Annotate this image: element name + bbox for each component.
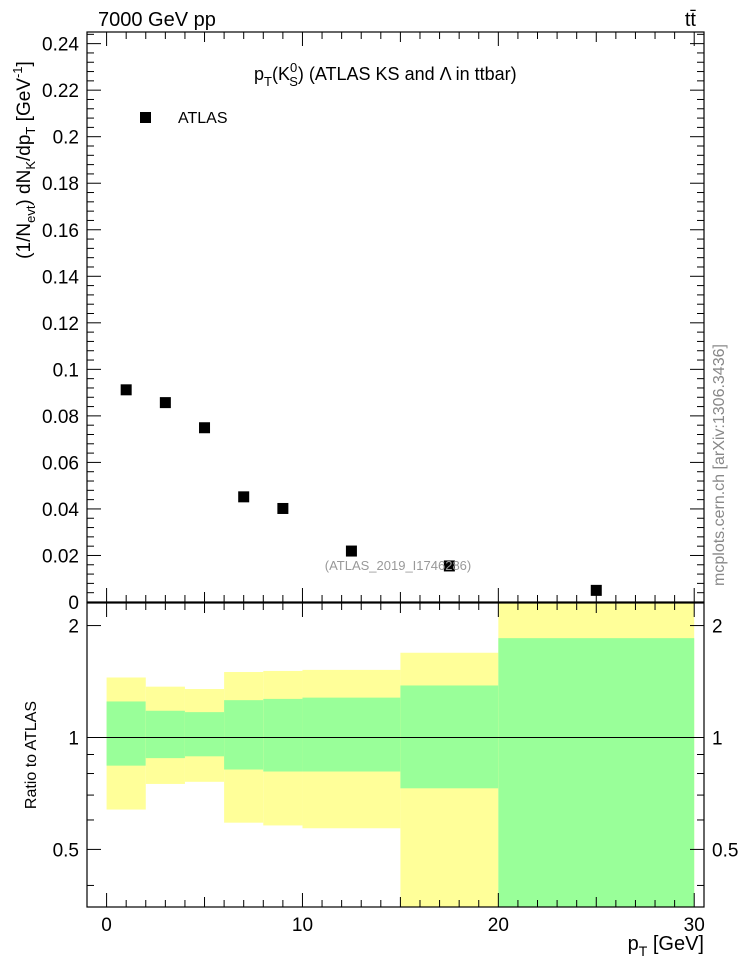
top-y-tick-label: 0.18 xyxy=(42,174,79,195)
title-sub2: S xyxy=(289,74,298,89)
green-band-bin xyxy=(145,710,185,759)
top-y-tick-label: 0.14 xyxy=(42,267,79,288)
title-paren: (K xyxy=(272,64,290,84)
plot-title: pT(K0 S) (ATLAS KS and Λ in ttbar) xyxy=(254,60,517,89)
title-main: p xyxy=(254,64,264,84)
ratio-y-tick-label-right: 2 xyxy=(712,617,723,638)
legend-label: ATLAS xyxy=(178,110,228,127)
title-rest: ) (ATLAS KS and Λ in ttbar) xyxy=(298,64,517,84)
bottom-y-axis-ticks: 0.5 0.5 1 1 2 2 xyxy=(53,617,738,886)
side-source-label: mcplots.cern.ch [arXiv:1306.3436] xyxy=(711,344,728,586)
green-band-bin xyxy=(498,638,695,907)
top-y-tick-label: 0.02 xyxy=(42,546,79,567)
atlas-data-point xyxy=(159,397,171,409)
top-y-tick-label: 0.06 xyxy=(42,453,79,474)
atlas-data-point xyxy=(590,584,602,596)
atlas-data-point xyxy=(277,502,289,514)
header-energy-label: 7000 GeV pp xyxy=(98,9,216,31)
top-y-tick-label: 0.22 xyxy=(42,81,79,102)
green-band-bin xyxy=(400,685,499,789)
x-tick-label: 30 xyxy=(684,915,705,936)
ratio-y-tick-label-right: 1 xyxy=(712,728,723,749)
bottom-y-axis-title: Ratio to ATLAS xyxy=(23,701,40,809)
legend-marker xyxy=(140,112,151,123)
atlas-data-point xyxy=(199,422,211,434)
top-x-axis-ticks xyxy=(106,32,695,602)
atlas-data-point xyxy=(238,491,250,503)
x-axis-title: pT [GeV] xyxy=(628,933,704,959)
green-band-bin xyxy=(184,712,225,757)
ratio-y-tick-label: 2 xyxy=(68,617,79,638)
top-y-tick-label: 0.04 xyxy=(42,500,79,521)
x-tick-label: 0 xyxy=(101,915,112,936)
green-band-bin xyxy=(302,697,401,772)
analysis-watermark: (ATLAS_2019_I1746286) xyxy=(325,558,471,573)
x-tick-label: 10 xyxy=(292,915,313,936)
title-sup: 0 xyxy=(290,60,297,75)
atlas-data-point xyxy=(345,545,357,557)
green-band-bin xyxy=(263,698,303,772)
ratio-y-tick-label-right: 0.5 xyxy=(712,840,738,861)
top-data-points xyxy=(120,384,602,596)
top-y-tick-label: 0.16 xyxy=(42,221,79,242)
top-y-axis-ticks: 0 0.02 0.04 0.06 0.08 0.1 0.12 0.14 0.16 0.18 0.2 0… xyxy=(42,33,704,614)
top-plot-frame xyxy=(86,31,705,603)
bottom-x-axis-ticks: 0 10 20 30 xyxy=(101,603,705,936)
top-y-tick-label: 0.08 xyxy=(42,407,79,428)
top-y-tick-label: 0 xyxy=(68,593,79,614)
ratio-y-tick-label: 1 xyxy=(68,728,79,749)
atlas-data-point xyxy=(120,384,132,396)
ratio-uncertainty-bands xyxy=(106,603,695,907)
green-band-bin xyxy=(106,701,146,766)
top-y-tick-label: 0.2 xyxy=(53,128,79,149)
top-y-tick-label: 0.12 xyxy=(42,314,79,335)
top-y-tick-label: 0.1 xyxy=(53,360,79,381)
title-sub: T xyxy=(264,74,272,89)
green-band-bin xyxy=(224,700,264,770)
atlas-data-point xyxy=(443,560,455,572)
x-tick-label: 20 xyxy=(488,915,509,936)
ratio-y-tick-label: 0.5 xyxy=(53,840,79,861)
header-process-label: tt̄ xyxy=(685,9,697,31)
top-y-axis-title: (1/Nevt) dNK/dpT [GeV-1] xyxy=(10,61,38,259)
top-y-tick-label: 0.24 xyxy=(42,35,79,56)
